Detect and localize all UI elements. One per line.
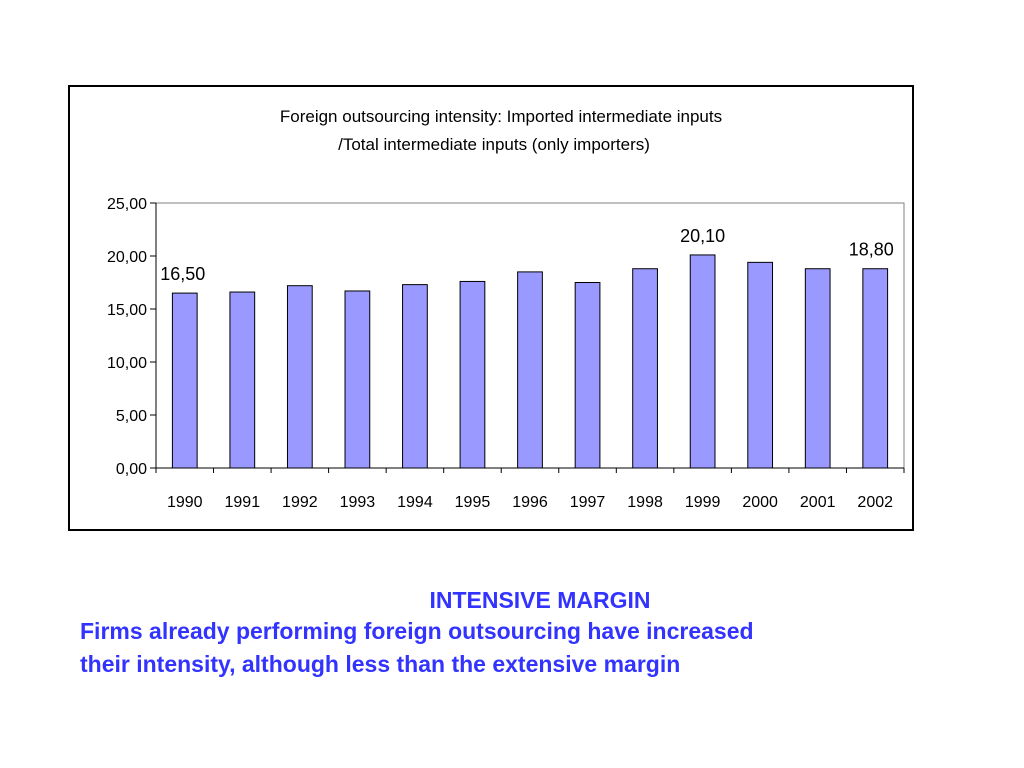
x-tick-label: 1990 xyxy=(167,494,203,511)
x-tick-label: 1997 xyxy=(570,494,606,511)
bar-1991 xyxy=(229,291,256,469)
x-tick-label: 2000 xyxy=(742,494,778,511)
bar-1998 xyxy=(632,268,658,469)
bar-1994 xyxy=(402,284,428,469)
chart-title-line-2: /Total intermediate inputs (only importe… xyxy=(338,135,650,154)
y-tick-label: 25,00 xyxy=(107,196,147,213)
y-tick-label: 10,00 xyxy=(107,355,147,372)
x-tick-label: 1994 xyxy=(397,494,433,511)
bar-2001 xyxy=(804,268,831,469)
data-label-1990: 16,50 xyxy=(160,264,205,284)
x-tick-label: 1995 xyxy=(455,494,491,511)
x-tick-label: 1996 xyxy=(512,494,548,511)
y-tick-label: 0,00 xyxy=(116,461,147,478)
x-tick-label: 1998 xyxy=(627,494,663,511)
bar-1995 xyxy=(459,280,486,469)
caption-body-line-1: Firms already performing foreign outsour… xyxy=(80,618,754,644)
x-tick-label: 1992 xyxy=(282,494,318,511)
x-tick-label: 2002 xyxy=(857,494,893,511)
caption: INTENSIVE MARGIN Firms already performin… xyxy=(80,585,980,681)
y-tick-label: 15,00 xyxy=(107,302,147,319)
data-label-1999: 20,10 xyxy=(680,226,725,246)
bar-2000 xyxy=(747,261,774,469)
bar-1990 xyxy=(171,292,198,469)
bar-1999 xyxy=(689,254,716,469)
bar-1997 xyxy=(574,282,601,469)
chart-title-line-1: Foreign outsourcing intensity: Imported … xyxy=(280,107,722,126)
caption-body: Firms already performing foreign outsour… xyxy=(80,615,980,681)
chart-frame: Foreign outsourcing intensity: Imported … xyxy=(68,85,914,531)
bar-1992 xyxy=(286,285,313,469)
x-tick-label: 1999 xyxy=(685,494,721,511)
x-tick-label: 1991 xyxy=(225,494,261,511)
y-tick-label: 5,00 xyxy=(116,408,147,425)
caption-body-line-2: their intensity, although less than the … xyxy=(80,651,681,677)
x-tick-label: 2001 xyxy=(800,494,836,511)
bar-2002 xyxy=(862,268,889,469)
x-tick-label: 1993 xyxy=(340,494,376,511)
bar-1996 xyxy=(517,271,543,469)
data-label-2002: 18,80 xyxy=(849,240,894,260)
bar-chart: Foreign outsourcing intensity: Imported … xyxy=(107,107,905,511)
bar-1993 xyxy=(344,290,371,469)
y-tick-label: 20,00 xyxy=(107,249,147,266)
caption-heading: INTENSIVE MARGIN xyxy=(429,587,651,613)
